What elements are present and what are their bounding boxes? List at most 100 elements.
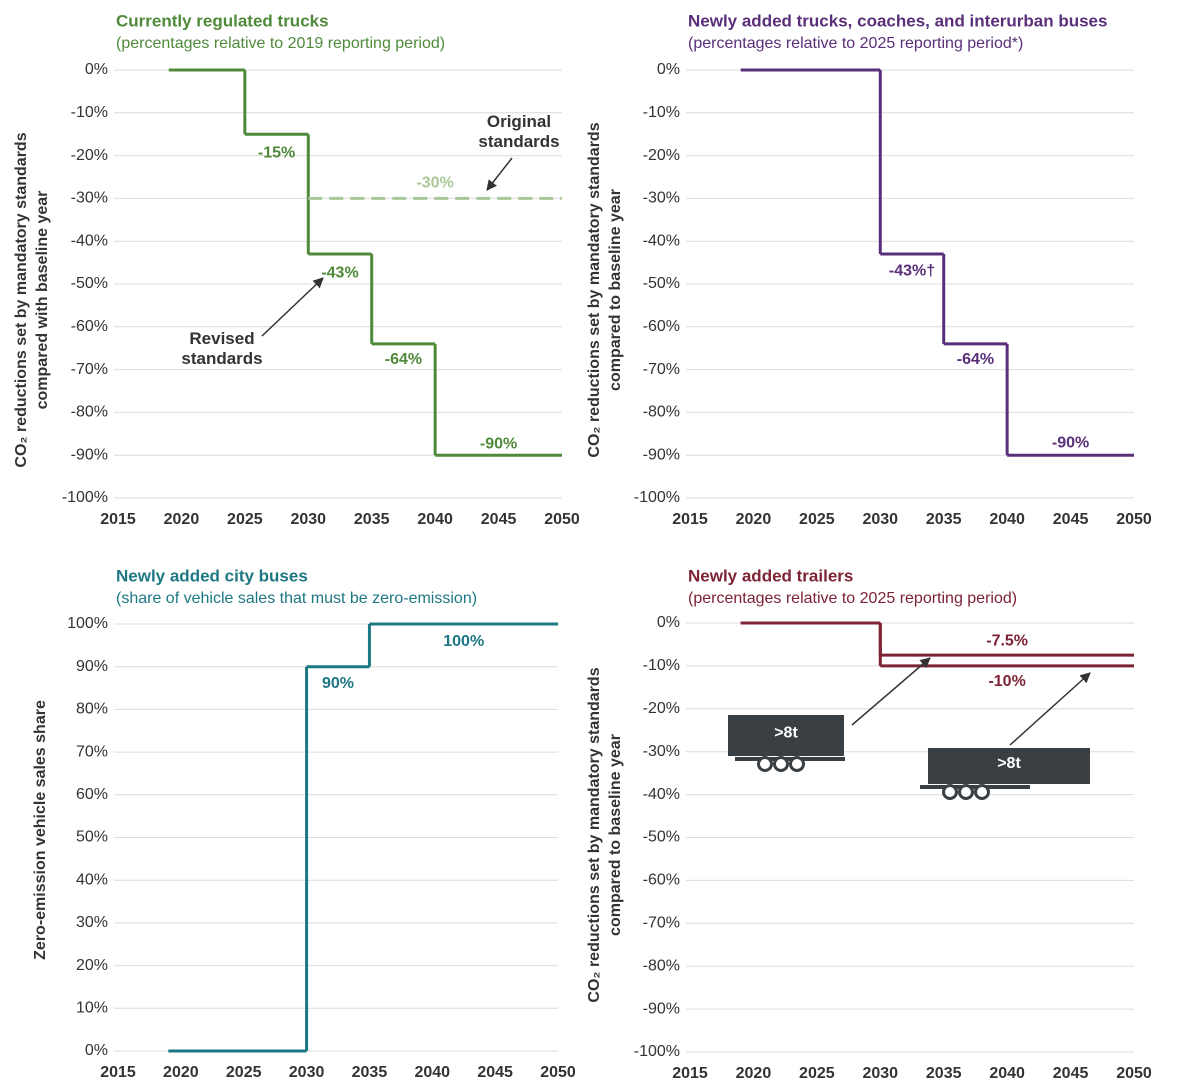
chart-subtitle: (percentages relative to 2025 reporting … bbox=[688, 590, 1017, 607]
y-tick-label: -70% bbox=[643, 915, 680, 932]
y-tick-label: -50% bbox=[71, 275, 108, 292]
y-tick-label: -40% bbox=[71, 232, 108, 249]
y-tick-label: -50% bbox=[643, 829, 680, 846]
x-tick-label: 2040 bbox=[989, 1065, 1025, 1081]
data-label: -30% bbox=[416, 175, 453, 192]
y-tick-label: -30% bbox=[643, 743, 680, 760]
y-tick-label: -90% bbox=[71, 446, 108, 463]
x-tick-label: 2050 bbox=[1116, 511, 1152, 528]
y-tick-label: -80% bbox=[643, 404, 680, 421]
arrow bbox=[1009, 672, 1091, 746]
y-tick-label: -10% bbox=[643, 657, 680, 674]
x-tick-label: 2050 bbox=[544, 511, 580, 528]
y-tick-label: 0% bbox=[657, 614, 680, 631]
data-label: -7.5% bbox=[986, 632, 1028, 649]
x-tick-label: 2045 bbox=[1053, 1065, 1089, 1081]
data-label: -90% bbox=[1052, 434, 1089, 451]
x-tick-label: 2045 bbox=[481, 511, 517, 528]
x-tick-label: 2030 bbox=[862, 511, 898, 528]
y-tick-label: -40% bbox=[643, 786, 680, 803]
y-tick-label: -100% bbox=[634, 489, 680, 506]
y-tick-label: -60% bbox=[643, 872, 680, 889]
y-tick-label: -20% bbox=[643, 700, 680, 717]
y-axis-label: CO₂ reductions set by mandatory standard… bbox=[13, 132, 51, 468]
x-tick-label: 2015 bbox=[672, 1065, 708, 1081]
x-tick-label: 2025 bbox=[227, 511, 263, 528]
arrow bbox=[261, 277, 324, 337]
data-label: 90% bbox=[322, 675, 354, 692]
y-tick-label: -20% bbox=[71, 147, 108, 164]
y-tick-label: -60% bbox=[71, 318, 108, 335]
x-tick-label: 2020 bbox=[164, 511, 200, 528]
data-label: -64% bbox=[957, 351, 994, 368]
series-label: Revised standards bbox=[181, 329, 263, 368]
x-tick-label: 2040 bbox=[989, 511, 1025, 528]
y-tick-label: 50% bbox=[76, 829, 108, 846]
y-tick-label: -30% bbox=[71, 190, 108, 207]
x-tick-label: 2015 bbox=[100, 1064, 136, 1081]
x-tick-label: 2020 bbox=[736, 511, 772, 528]
trailer-chassis bbox=[920, 785, 1030, 789]
y-tick-label: 80% bbox=[76, 701, 108, 718]
x-tick-label: 2020 bbox=[163, 1064, 199, 1081]
y-tick-label: -70% bbox=[643, 361, 680, 378]
data-label: 100% bbox=[443, 633, 484, 650]
y-tick-label: 10% bbox=[76, 1000, 108, 1017]
y-tick-label: 60% bbox=[76, 786, 108, 803]
x-tick-label: 2020 bbox=[736, 1065, 772, 1081]
arrow bbox=[851, 657, 931, 726]
trailer-chassis bbox=[735, 757, 845, 761]
y-tick-label: -50% bbox=[643, 275, 680, 292]
y-tick-label: 70% bbox=[76, 743, 108, 760]
x-tick-label: 2035 bbox=[926, 511, 962, 528]
data-label: -10% bbox=[988, 673, 1025, 690]
chart-subtitle: (percentages relative to 2019 reporting … bbox=[116, 35, 445, 52]
x-tick-label: 2025 bbox=[799, 1065, 835, 1081]
trailer-wheel bbox=[789, 756, 805, 772]
y-tick-label: -10% bbox=[71, 104, 108, 121]
trailer-wheel bbox=[958, 784, 974, 800]
trailer-icon bbox=[728, 715, 844, 756]
y-tick-label: -70% bbox=[71, 361, 108, 378]
data-label: -43% bbox=[321, 264, 358, 281]
y-tick-label: 100% bbox=[67, 615, 108, 632]
y-tick-label: -80% bbox=[71, 404, 108, 421]
y-tick-label: -90% bbox=[643, 446, 680, 463]
x-tick-label: 2040 bbox=[414, 1064, 450, 1081]
y-tick-label: 90% bbox=[76, 658, 108, 675]
y-tick-label: -40% bbox=[643, 232, 680, 249]
y-tick-label: 40% bbox=[76, 871, 108, 888]
x-tick-label: 2050 bbox=[540, 1064, 576, 1081]
trailer-wheel bbox=[942, 784, 958, 800]
x-tick-label: 2045 bbox=[477, 1064, 513, 1081]
x-tick-label: 2045 bbox=[1053, 511, 1089, 528]
y-tick-label: -10% bbox=[643, 104, 680, 121]
chart-subtitle: (percentages relative to 2025 reporting … bbox=[688, 35, 1023, 52]
trailer-wheel bbox=[974, 784, 990, 800]
trailer-wheel bbox=[773, 756, 789, 772]
x-tick-label: 2035 bbox=[352, 1064, 388, 1081]
x-tick-label: 2035 bbox=[354, 511, 390, 528]
y-tick-label: -90% bbox=[643, 1000, 680, 1017]
y-tick-label: -100% bbox=[634, 1043, 680, 1060]
y-tick-label: 0% bbox=[657, 61, 680, 78]
y-axis-label: CO₂ reductions set by mandatory standard… bbox=[586, 667, 624, 1003]
x-tick-label: 2030 bbox=[289, 1064, 325, 1081]
data-label: -43%† bbox=[889, 262, 935, 279]
y-tick-label: -80% bbox=[643, 957, 680, 974]
x-tick-label: 2025 bbox=[799, 511, 835, 528]
y-tick-label: 0% bbox=[85, 61, 108, 78]
y-tick-label: 30% bbox=[76, 914, 108, 931]
data-label: -90% bbox=[480, 435, 517, 452]
chart-title: Newly added trucks, coaches, and interur… bbox=[688, 11, 1107, 30]
chart-subtitle: (share of vehicle sales that must be zer… bbox=[116, 590, 477, 607]
x-tick-label: 2030 bbox=[862, 1065, 898, 1081]
y-tick-label: -60% bbox=[643, 318, 680, 335]
y-tick-label: -20% bbox=[643, 147, 680, 164]
chart-title: Newly added city buses bbox=[116, 566, 308, 585]
y-tick-label: -30% bbox=[643, 190, 680, 207]
x-tick-label: 2025 bbox=[226, 1064, 262, 1081]
y-axis-label: Zero-emission vehicle sales share bbox=[31, 700, 49, 960]
